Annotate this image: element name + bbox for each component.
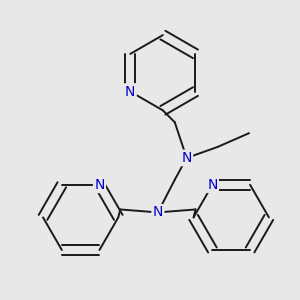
Text: N: N [94,178,105,192]
Text: N: N [153,206,163,219]
Text: N: N [182,151,192,165]
Text: N: N [207,178,218,192]
Text: N: N [125,85,136,98]
